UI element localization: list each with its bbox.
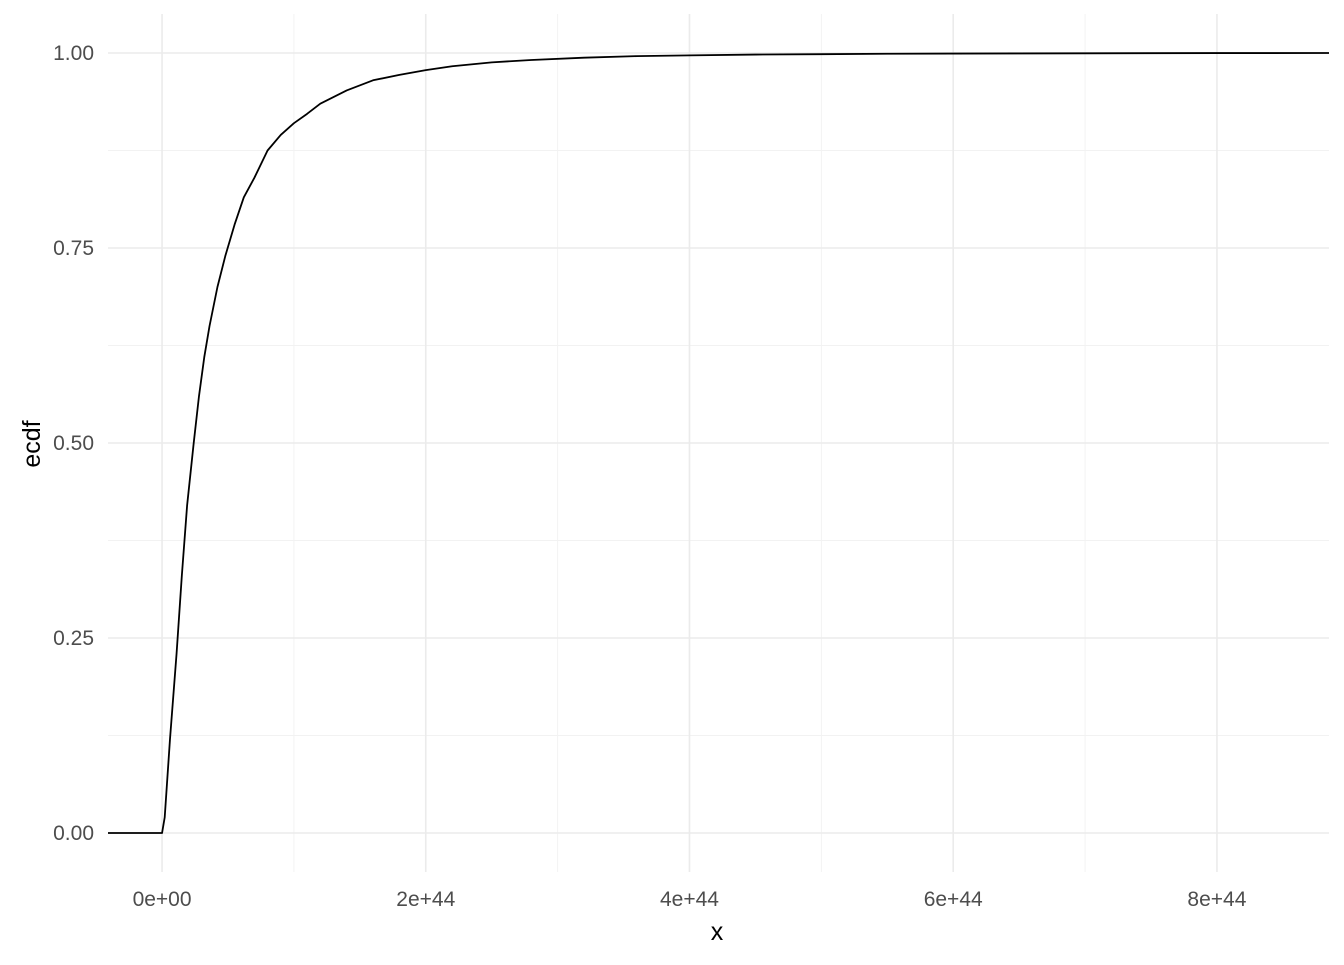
x-tick-label: 6e+44 — [924, 888, 983, 911]
y-tick-label: 0.50 — [53, 432, 94, 455]
x-axis-title: x — [711, 918, 724, 946]
x-tick-label: 4e+44 — [660, 888, 719, 911]
tick-labels: 0e+00 2e+44 4e+44 6e+44 8e+44 0.00 0.25 0.50 0.7… — [53, 42, 1247, 911]
x-tick-label: 2e+44 — [396, 888, 455, 911]
y-tick-label: 0.00 — [53, 822, 94, 845]
x-tick-label: 0e+00 — [133, 888, 192, 911]
y-axis-title: ecdf — [18, 420, 46, 467]
y-tick-label: 1.00 — [53, 42, 94, 65]
ecdf-line — [108, 52, 1330, 834]
y-tick-label: 0.75 — [53, 237, 94, 260]
y-tick-label: 0.25 — [53, 627, 94, 650]
grid-layer — [108, 14, 1329, 872]
line-layer — [108, 52, 1330, 834]
x-tick-label: 8e+44 — [1187, 888, 1246, 911]
